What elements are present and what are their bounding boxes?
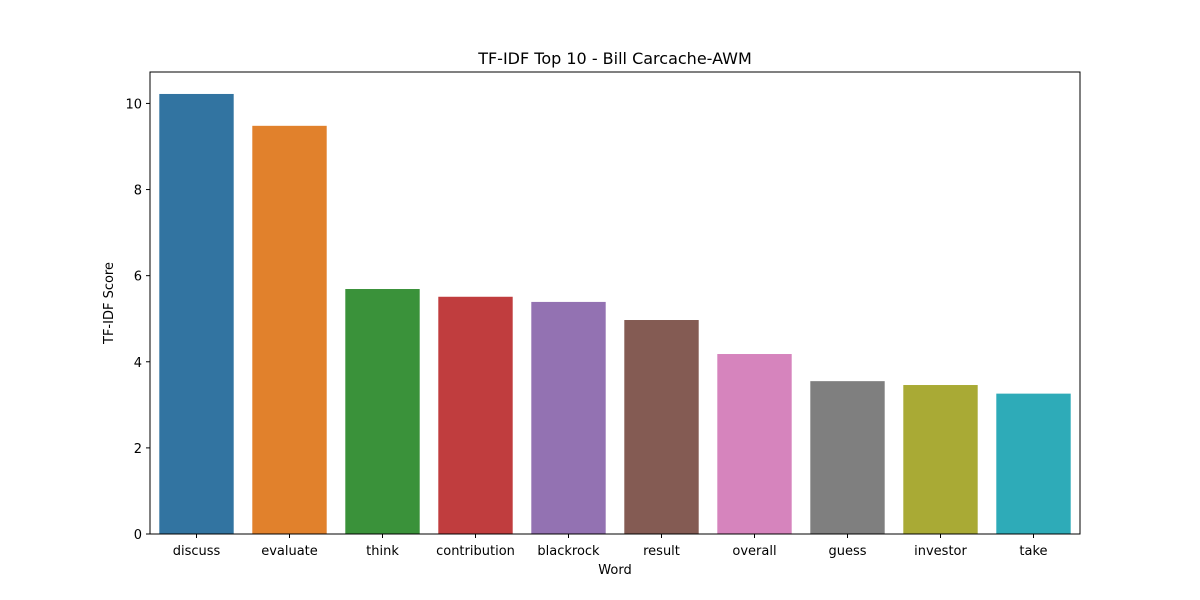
y-tick-label: 8 [134,184,142,199]
y-axis-ticks: 0 2 4 6 8 10 [125,97,150,543]
chart-title: TF-IDF Top 10 - Bill Carcache-AWM [477,49,752,68]
bar-discuss [159,93,234,535]
x-tick-label: think [366,544,399,559]
plot-frame [149,71,1081,535]
x-tick-label: result [643,544,680,559]
x-tick-label: overall [732,544,776,559]
bar-contribution [438,296,513,534]
x-tick-label: guess [828,544,866,559]
bar-investor [903,385,978,534]
bar-evaluate [252,125,327,534]
x-axis-label: Word [598,563,631,578]
bar-guess [810,381,885,534]
x-tick-label: investor [914,544,967,559]
y-axis-label: TF-IDF Score [102,262,117,345]
bars-group [159,93,1071,535]
y-tick-label: 2 [134,442,142,457]
bar-result [624,320,699,534]
x-tick-label: blackrock [537,544,600,559]
bar-overall [717,354,792,534]
x-tick-label: take [1019,544,1047,559]
x-tick-label: discuss [173,544,221,559]
x-tick-label: contribution [436,544,515,559]
bar-think [345,289,420,534]
y-tick-label: 0 [134,528,142,543]
y-tick-label: 10 [125,97,142,112]
x-axis-ticks: discuss evaluate think contribution blackroc… [173,534,1048,559]
x-tick-label: evaluate [261,544,318,559]
y-tick-label: 6 [134,270,142,285]
bar-take [996,393,1071,534]
bar-blackrock [531,301,606,534]
y-tick-label: 4 [134,356,142,371]
